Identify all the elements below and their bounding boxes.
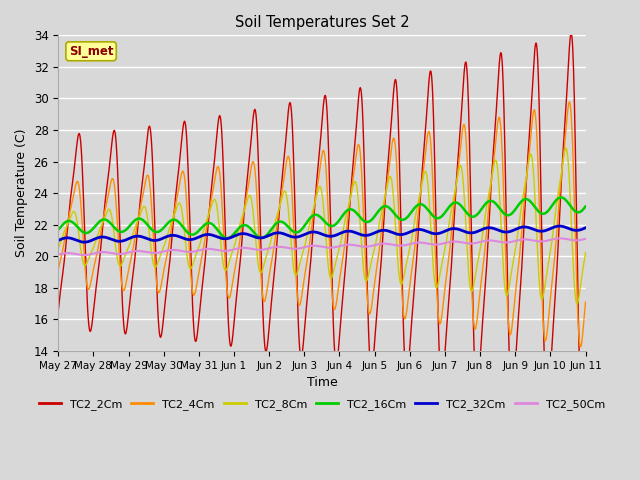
Text: SI_met: SI_met (69, 45, 113, 58)
X-axis label: Time: Time (307, 376, 337, 389)
Legend: TC2_2Cm, TC2_4Cm, TC2_8Cm, TC2_16Cm, TC2_32Cm, TC2_50Cm: TC2_2Cm, TC2_4Cm, TC2_8Cm, TC2_16Cm, TC2… (35, 395, 609, 415)
Y-axis label: Soil Temperature (C): Soil Temperature (C) (15, 129, 28, 257)
Title: Soil Temperatures Set 2: Soil Temperatures Set 2 (235, 15, 409, 30)
